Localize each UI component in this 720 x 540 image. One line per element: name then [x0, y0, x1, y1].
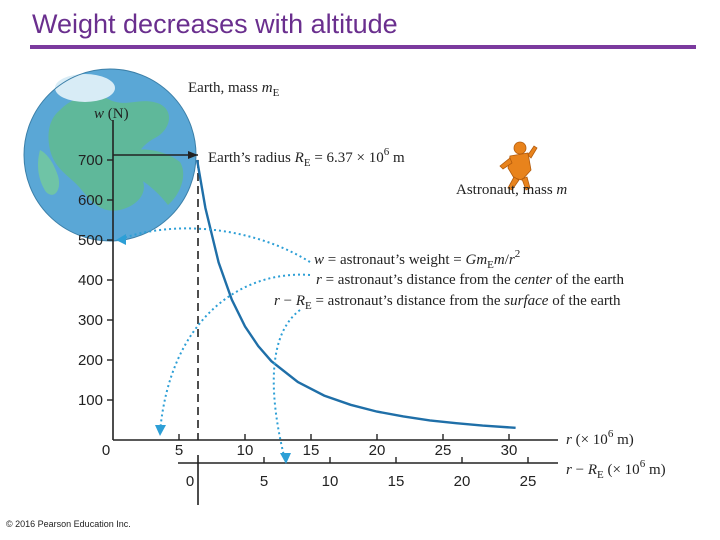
- x-tick-label: 15: [303, 442, 320, 459]
- y-tick-label: 300: [78, 312, 103, 329]
- w-arrow-path: [117, 227, 311, 263]
- y-tick-label: 700: [78, 152, 103, 169]
- rre-arrowhead: [280, 453, 291, 464]
- earth-globe: [23, 68, 197, 242]
- y-tick-label: 500: [78, 232, 103, 249]
- x-ticks: 5 10 15 20 25 30: [175, 434, 518, 459]
- earth-radius-arrowhead: [188, 151, 198, 159]
- r-arrowhead: [155, 425, 166, 436]
- y-tick-label: 600: [78, 192, 103, 209]
- x2-tick-label: 5: [260, 473, 268, 490]
- x2-ticks: 0 5 10 15 20 25: [186, 457, 537, 490]
- weight-curve: [195, 159, 516, 429]
- legend-r-minus-re: r − RE = astronaut’s distance from the s…: [274, 293, 621, 312]
- earth-mass-label: Earth, mass mE: [188, 80, 280, 99]
- x2-tick-label: 15: [388, 473, 405, 490]
- x-tick-label: 30: [501, 442, 518, 459]
- slide-title: Weight decreases with altitude: [32, 9, 398, 39]
- y-tick-label: 200: [78, 352, 103, 369]
- legend: w = astronaut’s weight = GmEm/r2 r = ast…: [274, 248, 624, 312]
- earth-radius-label: Earth’s radius RE = 6.37 × 106 m: [208, 146, 405, 169]
- x2-tick-label: 25: [520, 473, 537, 490]
- y-ticks: 100 200 300 400 500 600 700: [78, 152, 113, 409]
- legend-r: r = astronaut’s distance from the center…: [316, 272, 624, 288]
- x2-tick-label: 20: [454, 473, 471, 490]
- y-tick-label: 400: [78, 272, 103, 289]
- y-tick-label: 100: [78, 392, 103, 409]
- x-tick-label: 25: [435, 442, 452, 459]
- x-tick-label: 20: [369, 442, 386, 459]
- x2-tick-label: 10: [322, 473, 339, 490]
- legend-weight: w = astronaut’s weight = GmEm/r2: [314, 248, 520, 271]
- y-axis-label: w (N): [94, 106, 129, 122]
- title-underline: [30, 45, 696, 49]
- x-tick-label: 10: [237, 442, 254, 459]
- astronaut-icon: [499, 141, 538, 191]
- x2-axis-label: r − RE (× 106 m): [566, 458, 666, 481]
- dotted-arrows: [117, 227, 311, 461]
- origin-label: 0: [102, 442, 110, 459]
- x-tick-label: 5: [175, 442, 183, 459]
- w-arrowhead: [116, 234, 126, 245]
- x-axis-label: r (× 106 m): [566, 428, 634, 448]
- copyright-notice: © 2016 Pearson Education Inc.: [6, 519, 131, 529]
- rre-arrow-path: [272, 309, 301, 461]
- astronaut-mass-label: Astronaut, mass m: [456, 182, 567, 198]
- x2-tick-label: 0: [186, 473, 194, 490]
- r-arrow-path: [159, 273, 311, 433]
